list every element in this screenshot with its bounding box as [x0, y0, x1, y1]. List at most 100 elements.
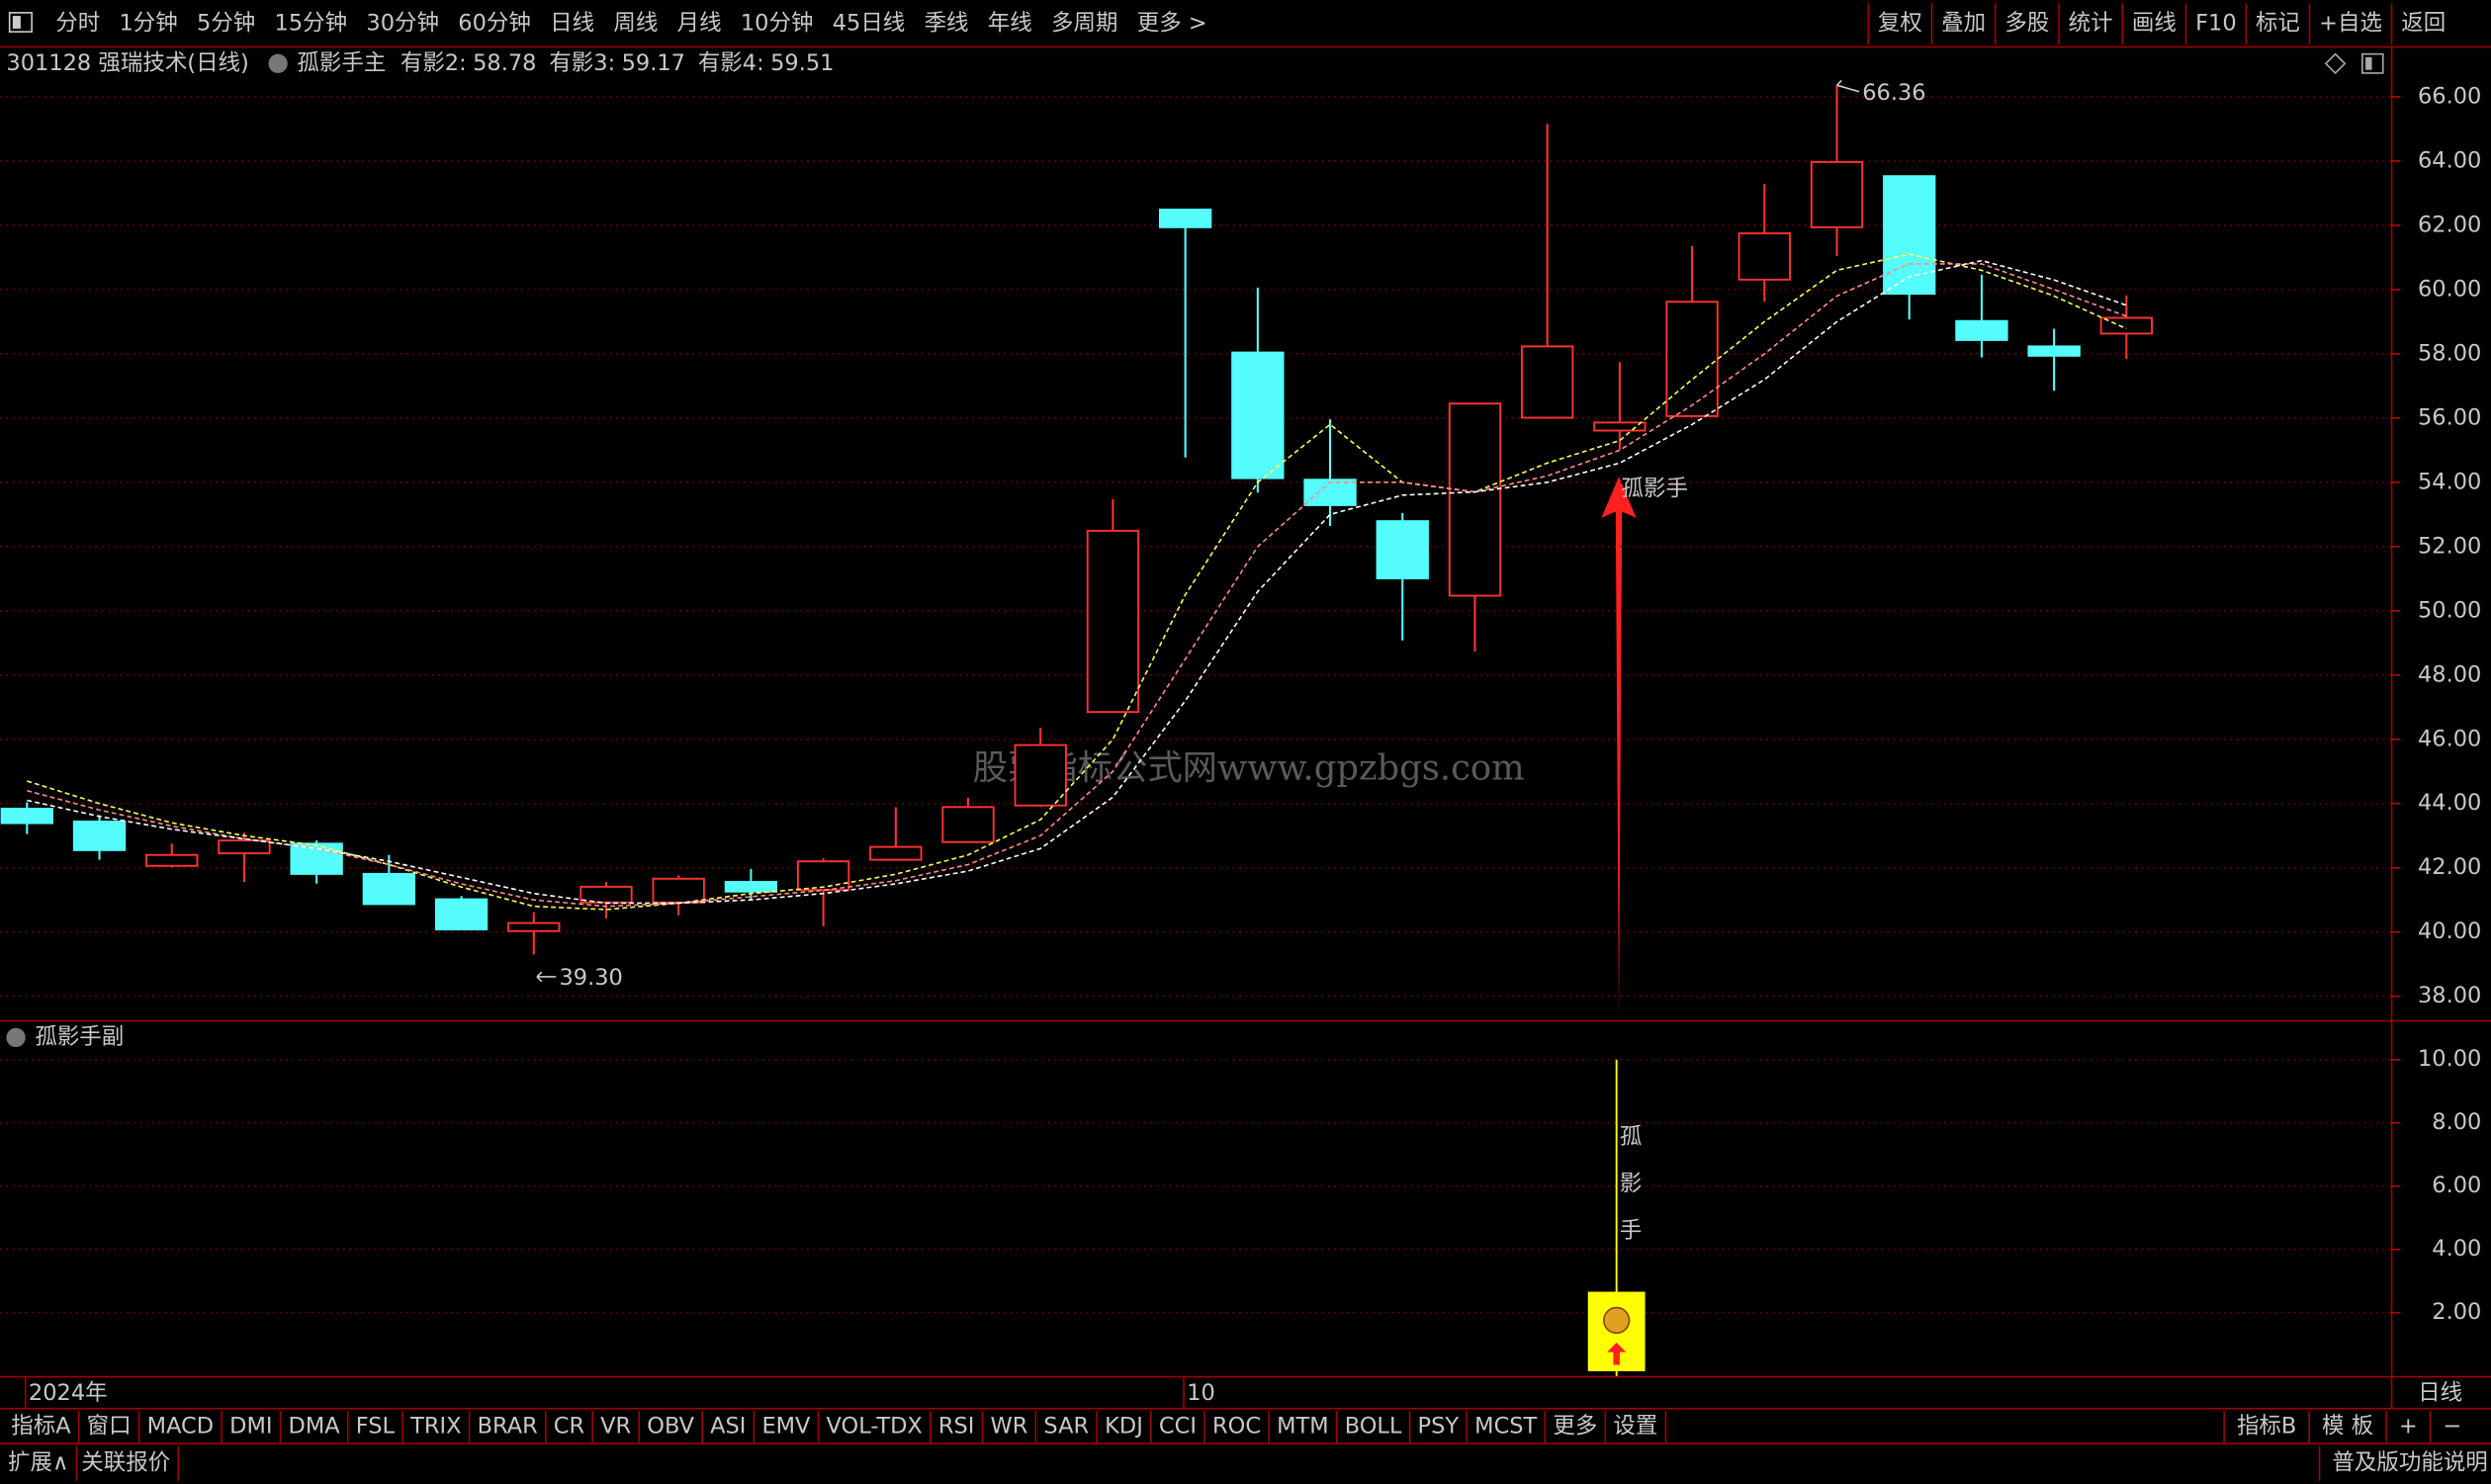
- period-tab[interactable]: 日线: [550, 11, 594, 37]
- period-tab[interactable]: 10分钟: [741, 11, 814, 37]
- x-tick-label: 2024年: [29, 1380, 108, 1406]
- period-tab[interactable]: 60分钟: [458, 11, 531, 37]
- y-tick-label: 38.00: [2418, 983, 2481, 1008]
- candle-body: [2099, 316, 2154, 335]
- tool-button[interactable]: 返回: [2401, 11, 2446, 37]
- candle-body: [1810, 160, 1864, 228]
- indicator-tab[interactable]: MTM: [1277, 1414, 1329, 1440]
- indicator-tab[interactable]: MCST: [1474, 1414, 1537, 1440]
- y-tick-label: 42.00: [2418, 854, 2481, 880]
- y-tick-label: 2.00: [2432, 1299, 2481, 1325]
- period-tab[interactable]: 45日线: [833, 11, 906, 37]
- status-button[interactable]: 关联报价: [81, 1450, 170, 1476]
- low-pointer: [536, 971, 557, 983]
- y-tick-label: 58.00: [2418, 340, 2481, 366]
- sub-toggle[interactable]: [6, 1027, 26, 1048]
- period-tab[interactable]: 多周期: [1051, 11, 1117, 37]
- legend-name: 有影4:: [698, 50, 764, 76]
- status-help[interactable]: 普及版功能说明: [2332, 1450, 2487, 1476]
- period-tab[interactable]: 季线: [925, 11, 969, 37]
- y-tick-label: 44.00: [2418, 790, 2481, 816]
- indicator-tab[interactable]: 更多: [1553, 1414, 1597, 1440]
- candle-body: [1883, 175, 1936, 296]
- y-tick-label: 64.00: [2418, 147, 2481, 173]
- indicator-tab[interactable]: 设置: [1613, 1414, 1657, 1440]
- right-tab[interactable]: 模 板: [2322, 1414, 2373, 1440]
- menu-icon[interactable]: [8, 12, 33, 33]
- indicator-tab[interactable]: FSL: [356, 1414, 396, 1440]
- indicator-tab[interactable]: BOLL: [1345, 1414, 1402, 1440]
- y-tick-label: 60.00: [2418, 276, 2481, 302]
- indicator-tab[interactable]: OBV: [647, 1414, 694, 1440]
- tool-button[interactable]: 叠加: [1941, 11, 1986, 37]
- period-tab[interactable]: 周线: [613, 11, 658, 37]
- right-tab[interactable]: 指标B: [2237, 1414, 2296, 1440]
- indicator-tab[interactable]: WR: [990, 1414, 1027, 1440]
- candle-body: [579, 885, 633, 904]
- indicator-tab[interactable]: DMA: [289, 1414, 341, 1440]
- indicator-tab[interactable]: VOL-TDX: [827, 1414, 923, 1440]
- right-tab[interactable]: +: [2399, 1414, 2418, 1440]
- candle-body: [290, 842, 343, 875]
- indicator-name: 孤影手主: [297, 50, 386, 76]
- right-tab[interactable]: −: [2443, 1414, 2461, 1440]
- candle-body: [2027, 345, 2081, 357]
- candle-body: [1955, 319, 2008, 341]
- tool-button[interactable]: 统计: [2069, 11, 2113, 37]
- tool-button[interactable]: +自选: [2319, 11, 2382, 37]
- period-tab[interactable]: 年线: [988, 11, 1032, 37]
- period-tab[interactable]: 15分钟: [275, 11, 348, 37]
- indicator-toggle[interactable]: [268, 53, 288, 73]
- tool-button[interactable]: 多股: [2004, 11, 2049, 37]
- y-tick-label: 50.00: [2418, 597, 2481, 623]
- indicator-tab[interactable]: MACD: [147, 1414, 214, 1440]
- ma-line: [27, 259, 2127, 905]
- window-icon[interactable]: [2361, 52, 2384, 74]
- ma-line: [27, 253, 2127, 911]
- indicator-tab[interactable]: KDJ: [1105, 1414, 1143, 1440]
- indicator-tab[interactable]: TRIX: [409, 1414, 461, 1440]
- legend-name: 有影3:: [549, 50, 615, 76]
- candle-body: [1665, 301, 1719, 417]
- indicator-tab[interactable]: RSI: [938, 1414, 975, 1440]
- indicator-tab[interactable]: DMI: [229, 1414, 272, 1440]
- status-button[interactable]: 扩展∧: [8, 1450, 68, 1476]
- indicator-tab[interactable]: 指标A: [11, 1414, 71, 1440]
- indicator-tab[interactable]: CCI: [1159, 1414, 1197, 1440]
- period-tab[interactable]: 30分钟: [366, 11, 439, 37]
- x-tick-label: 10: [1187, 1380, 1215, 1406]
- indicator-tab[interactable]: VR: [600, 1414, 631, 1440]
- period-tab[interactable]: 5分钟: [197, 11, 255, 37]
- indicator-tab[interactable]: PSY: [1418, 1414, 1460, 1440]
- indicator-tab[interactable]: EMV: [761, 1414, 811, 1440]
- tool-button[interactable]: 复权: [1878, 11, 1922, 37]
- money-bag: [1603, 1306, 1631, 1335]
- tool-button[interactable]: 标记: [2256, 11, 2300, 37]
- period-tab[interactable]: 分时: [55, 11, 100, 37]
- y-tick-label: 52.00: [2418, 533, 2481, 559]
- y-tick-label: 56.00: [2418, 404, 2481, 430]
- indicator-tab[interactable]: BRAR: [478, 1414, 538, 1440]
- tool-button[interactable]: F10: [2195, 11, 2237, 37]
- y-tick-label: 10.00: [2418, 1046, 2481, 1072]
- signal-char: 孤: [1620, 1124, 1642, 1150]
- legend-name: 有影2:: [400, 50, 467, 76]
- sub-title: 孤影手副: [35, 1024, 124, 1050]
- candle-body: [652, 877, 705, 904]
- indicator-tab[interactable]: ASI: [710, 1414, 746, 1440]
- y-tick-label: 54.00: [2418, 469, 2481, 494]
- y-tick-label: 40.00: [2418, 918, 2481, 944]
- candle-body: [434, 898, 489, 931]
- signal-char: 手: [1620, 1218, 1642, 1244]
- indicator-tab[interactable]: SAR: [1043, 1414, 1089, 1440]
- indicator-tab[interactable]: ROC: [1212, 1414, 1261, 1440]
- indicator-tab[interactable]: 窗口: [87, 1414, 132, 1440]
- period-tab[interactable]: 月线: [677, 11, 722, 37]
- period-tab[interactable]: 1分钟: [119, 11, 177, 37]
- diamond-icon[interactable]: [2324, 52, 2347, 75]
- tool-button[interactable]: 画线: [2132, 11, 2177, 37]
- candle-body: [218, 839, 271, 855]
- period-tab[interactable]: 更多 >: [1137, 11, 1207, 37]
- indicator-tab[interactable]: CR: [554, 1414, 584, 1440]
